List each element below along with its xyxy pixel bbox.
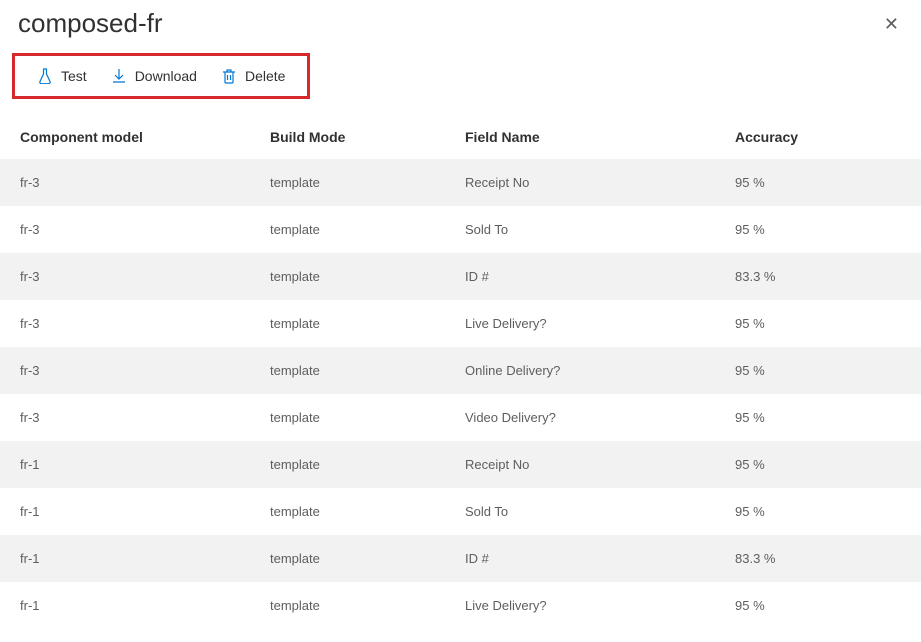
download-button-label: Download — [135, 68, 197, 84]
table-cell: fr-3 — [0, 347, 250, 394]
table-container[interactable]: Component model Build Mode Field Name Ac… — [0, 117, 921, 642]
component-table: Component model Build Mode Field Name Ac… — [0, 117, 921, 629]
close-icon[interactable]: ✕ — [880, 10, 903, 39]
test-button-label: Test — [61, 68, 87, 84]
table-cell: fr-1 — [0, 535, 250, 582]
table-cell: Sold To — [445, 206, 715, 253]
test-button[interactable]: Test — [25, 62, 99, 90]
page-title: composed-fr — [18, 8, 163, 39]
flask-icon — [37, 68, 53, 84]
table-row[interactable]: fr-3templateOnline Delivery?95 % — [0, 347, 921, 394]
download-button[interactable]: Download — [99, 62, 209, 90]
table-cell: fr-3 — [0, 206, 250, 253]
table-header-row: Component model Build Mode Field Name Ac… — [0, 117, 921, 159]
table-cell: 95 % — [715, 582, 921, 629]
table-cell: template — [250, 441, 445, 488]
table-cell: 95 % — [715, 394, 921, 441]
table-cell: template — [250, 535, 445, 582]
table-cell: template — [250, 582, 445, 629]
col-component-model[interactable]: Component model — [0, 117, 250, 159]
col-build-mode[interactable]: Build Mode — [250, 117, 445, 159]
table-cell: ID # — [445, 535, 715, 582]
delete-button-label: Delete — [245, 68, 285, 84]
table-row[interactable]: fr-3templateSold To95 % — [0, 206, 921, 253]
table-cell: 95 % — [715, 159, 921, 206]
table-cell: template — [250, 300, 445, 347]
table-cell: 95 % — [715, 300, 921, 347]
col-field-name[interactable]: Field Name — [445, 117, 715, 159]
table-cell: fr-3 — [0, 253, 250, 300]
table-cell: Video Delivery? — [445, 394, 715, 441]
table-cell: 83.3 % — [715, 535, 921, 582]
table-cell: template — [250, 206, 445, 253]
table-cell: Sold To — [445, 488, 715, 535]
table-cell: fr-1 — [0, 488, 250, 535]
table-cell: 83.3 % — [715, 253, 921, 300]
table-row[interactable]: fr-1templateID #83.3 % — [0, 535, 921, 582]
download-icon — [111, 68, 127, 84]
table-cell: template — [250, 347, 445, 394]
table-cell: Receipt No — [445, 441, 715, 488]
table-cell: Online Delivery? — [445, 347, 715, 394]
table-row[interactable]: fr-3templateVideo Delivery?95 % — [0, 394, 921, 441]
delete-button[interactable]: Delete — [209, 62, 297, 90]
table-cell: 95 % — [715, 347, 921, 394]
table-cell: 95 % — [715, 488, 921, 535]
table-cell: template — [250, 488, 445, 535]
table-cell: Live Delivery? — [445, 300, 715, 347]
table-cell: fr-1 — [0, 582, 250, 629]
table-cell: 95 % — [715, 441, 921, 488]
table-cell: fr-3 — [0, 394, 250, 441]
table-row[interactable]: fr-1templateReceipt No95 % — [0, 441, 921, 488]
col-accuracy[interactable]: Accuracy — [715, 117, 921, 159]
table-row[interactable]: fr-1templateSold To95 % — [0, 488, 921, 535]
trash-icon — [221, 68, 237, 84]
table-cell: fr-1 — [0, 441, 250, 488]
table-row[interactable]: fr-1templateLive Delivery?95 % — [0, 582, 921, 629]
table-cell: template — [250, 394, 445, 441]
toolbar: Test Download Delete — [12, 53, 310, 99]
table-cell: fr-3 — [0, 159, 250, 206]
table-cell: 95 % — [715, 206, 921, 253]
table-row[interactable]: fr-3templateReceipt No95 % — [0, 159, 921, 206]
table-row[interactable]: fr-3templateLive Delivery?95 % — [0, 300, 921, 347]
table-cell: fr-3 — [0, 300, 250, 347]
table-cell: Receipt No — [445, 159, 715, 206]
table-cell: template — [250, 253, 445, 300]
table-cell: Live Delivery? — [445, 582, 715, 629]
table-cell: ID # — [445, 253, 715, 300]
table-row[interactable]: fr-3templateID #83.3 % — [0, 253, 921, 300]
table-cell: template — [250, 159, 445, 206]
